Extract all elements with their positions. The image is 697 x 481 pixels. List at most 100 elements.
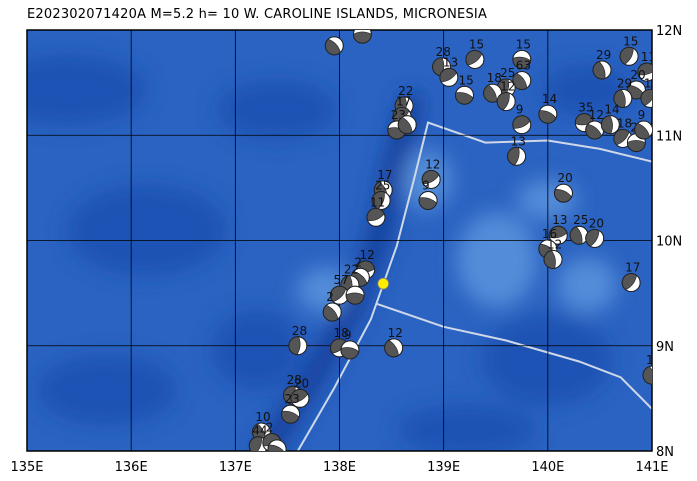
- focal-mechanism: 28: [288, 324, 308, 356]
- event-depth-label: 2: [354, 255, 362, 269]
- focal-mechanism: 20: [585, 216, 605, 248]
- focal-mechanism: [397, 115, 417, 135]
- event-depth-label: 23: [285, 392, 300, 406]
- focal-mechanism: 15: [455, 73, 474, 105]
- epicenter-marker: [377, 277, 390, 290]
- focal-mechanism: 2: [322, 290, 342, 322]
- latitude-label: 10N: [656, 235, 682, 250]
- event-depth-label: 22: [344, 263, 359, 277]
- event-depth-label: 25: [375, 179, 390, 193]
- focal-mechanism: 57: [330, 273, 349, 305]
- event-depth-label: 13: [511, 134, 526, 148]
- event-depth-label: 2: [266, 421, 274, 435]
- focal-mechanism: 15: [465, 37, 485, 69]
- focal-mechanism: 12: [384, 326, 404, 358]
- event-depth-label: 29: [617, 76, 632, 90]
- latitude-label: 8N: [656, 445, 674, 460]
- focal-mechanism: 9: [634, 108, 652, 140]
- focal-mechanism: 25: [569, 213, 589, 245]
- bathymetry-blob: [457, 212, 537, 308]
- plate-boundary-line: [375, 302, 652, 410]
- event-depth-label: 10: [255, 410, 270, 424]
- focal-mechanism: 16: [352, 12, 372, 44]
- event-depth-label: 28: [436, 45, 451, 59]
- event-depth-label: 44: [252, 424, 267, 438]
- bathymetry-blob: [217, 80, 337, 140]
- event-depth-label: 57: [334, 273, 349, 287]
- event-depth-label: 12: [589, 108, 604, 122]
- event-depth-label: 15: [469, 37, 484, 51]
- focal-mechanism: 28: [432, 45, 452, 77]
- event-depth-label: 28: [292, 324, 307, 338]
- bathymetry-blob: [67, 185, 227, 275]
- event-depth-label: 9: [344, 328, 352, 342]
- bathymetry-blob: [37, 355, 177, 425]
- bathymetry-blob: [557, 257, 617, 313]
- latitude-label: 12N: [656, 24, 682, 39]
- event-depth-label: 12: [500, 80, 515, 94]
- focal-mechanism: 11: [366, 195, 386, 227]
- event-depth-label: 11: [370, 195, 385, 209]
- focal-mechanism: 15: [642, 353, 661, 385]
- event-depth-label: 14: [604, 103, 619, 117]
- focal-mechanism: 23: [281, 392, 300, 424]
- focal-mechanism: 29: [613, 76, 633, 108]
- latitude-label: 11N: [656, 129, 682, 144]
- focal-mechanism: 29: [592, 48, 612, 80]
- focal-mechanism: [324, 36, 344, 56]
- focal-mechanism: [345, 285, 365, 305]
- event-depth-label: 20: [557, 171, 572, 185]
- event-depth-label: 9: [638, 108, 646, 122]
- longitude-label: 135E: [10, 460, 43, 475]
- event-depth-label: 25: [573, 213, 588, 227]
- latitude-label: 9N: [656, 340, 674, 355]
- focal-mechanism: 63: [512, 59, 532, 90]
- event-depth-label: 13: [644, 76, 659, 90]
- event-depth-label: 15: [646, 353, 661, 367]
- event-depth-label: 11: [641, 50, 656, 64]
- event-depth-label: 15: [623, 34, 638, 48]
- event-depth-label: 15: [459, 73, 474, 87]
- event-depth-label: 20: [630, 68, 645, 82]
- event-depth-label: 17: [625, 261, 640, 275]
- focal-mechanism: 14: [538, 92, 558, 124]
- event-depth-label: 17: [377, 168, 392, 182]
- event-depth-label: 14: [542, 92, 557, 106]
- bathymetry-blob: [397, 405, 537, 451]
- axis-labels: 135E 136E 137E 138E 139E 140E 141E 12N 11N 10N 9N 8…: [10, 24, 682, 475]
- longitude-label: 138E: [323, 460, 356, 475]
- longitude-label: 141E: [635, 460, 668, 475]
- focal-mechanism: 13: [640, 76, 659, 108]
- event-depth-label: 63: [516, 59, 531, 73]
- focal-mechanism: 12: [421, 157, 441, 189]
- event-depth-label: 35: [578, 101, 593, 115]
- event-depth-label: 18: [617, 116, 632, 130]
- focal-mechanism: 15: [512, 37, 532, 69]
- focal-mechanism: 13: [439, 55, 459, 87]
- event-depth-label: 18: [334, 326, 349, 340]
- focal-mechanism: 15: [619, 34, 639, 66]
- bathymetry-blob: [27, 55, 147, 125]
- event-depth-label: 2: [326, 290, 334, 304]
- event-depth-label: 20: [589, 216, 604, 230]
- map-title: E202302071420A M=5.2 h= 10 W. CAROLINE I…: [27, 7, 488, 22]
- focal-mechanism: 13: [507, 134, 527, 166]
- focal-mechanism: [267, 439, 287, 451]
- event-depth-label: 22: [398, 84, 413, 98]
- event-depth-label: 29: [596, 48, 611, 62]
- focal-mechanism: 12: [543, 237, 563, 269]
- event-depth-label: 12: [388, 326, 403, 340]
- event-depth-label: 13: [552, 213, 567, 227]
- focal-mechanism: 12: [496, 80, 516, 112]
- focal-mechanism: 20: [290, 376, 310, 408]
- event-depth-label: 12: [547, 237, 562, 251]
- event-depth-label: 16: [356, 12, 371, 26]
- focal-mechanism: 9: [340, 328, 360, 360]
- focal-mechanism: 18: [483, 71, 503, 103]
- focal-mechanism: 17: [621, 261, 641, 293]
- longitude-label: 136E: [115, 460, 148, 475]
- bathymetry-blob: [212, 310, 302, 390]
- event-depth-label: 18: [487, 71, 502, 85]
